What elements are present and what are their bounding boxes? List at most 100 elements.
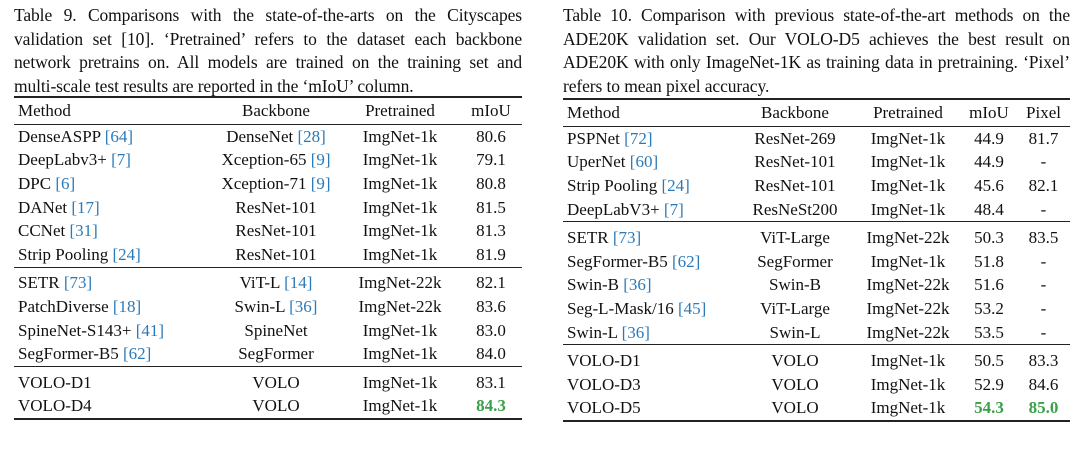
citation-ref: [17] — [71, 197, 100, 217]
cityscapes-results-table: Method Backbone Pretrained mIoU DenseASP… — [14, 96, 522, 421]
citation-ref: [62] — [671, 251, 701, 271]
cityscapes-table-panel: Table 9. Comparisons with the state-of-t… — [14, 4, 522, 421]
table-group: VOLO-D1 VOLO ImgNet-1k 83.1 VOLO-D4 VOLO ImgNe… — [14, 365, 522, 421]
pretrained-cell: ImgNet-1k — [340, 394, 460, 421]
table-10-caption: Table 10. Comparison with previous state… — [563, 5, 1070, 96]
method-cell: DeepLabV3+ [7] — [563, 198, 735, 222]
method-cell-text: CCNet — [18, 221, 66, 241]
miou-cell: 79.1 — [476, 150, 506, 170]
backbone-cell-text: ViT-L — [239, 273, 280, 293]
method-cell: SETR [73] — [563, 221, 735, 250]
method-cell: VOLO-D1 — [563, 344, 735, 373]
citation-ref: [41] — [135, 320, 165, 340]
citation-ref: [60] — [629, 152, 659, 172]
method-cell: DenseASPP [64] — [14, 125, 212, 149]
backbone-cell: Xception-71 [9] — [212, 172, 340, 196]
ade20k-table-panel: Table 10. Comparison with previous state… — [563, 4, 1070, 423]
pretrained-cell: ImgNet-1k — [340, 365, 460, 395]
method-cell: Strip Pooling [24] — [14, 243, 212, 267]
backbone-cell: VOLO — [771, 374, 819, 394]
method-cell-text: UperNet — [567, 152, 626, 172]
citation-ref: [73] — [63, 273, 93, 293]
backbone-cell: VOLO — [735, 344, 855, 373]
citation-ref: [36] — [623, 275, 652, 295]
method-cell: Swin-B [36] — [563, 274, 735, 298]
pretrained-cell: ImgNet-22k — [340, 266, 460, 296]
method-cell-text: VOLO-D1 — [18, 372, 92, 392]
citation-ref: [64] — [104, 126, 134, 146]
table-row: Seg-L-Mask/16 [45] ViT-Large ImgNet-22k 53.… — [563, 297, 1070, 321]
method-cell-text: Swin-L — [567, 322, 618, 342]
table-row: UperNet [60] ResNet-101 ImgNet-1k 44.9 - — [563, 151, 1070, 175]
miou-cell: 83.0 — [476, 320, 506, 340]
pixel-cell: 83.3 — [1017, 344, 1070, 373]
pixel-cell: - — [1040, 251, 1047, 271]
backbone-cell: ViT-Large — [760, 298, 830, 318]
backbone-cell: ResNet-101 — [212, 196, 340, 220]
backbone-cell: Xception-65 [9] — [212, 149, 340, 173]
miou-cell: 48.4 — [974, 199, 1004, 219]
method-cell-text: Strip Pooling — [18, 244, 109, 264]
miou-cell: 45.6 — [974, 175, 1004, 195]
table-row: SETR [73] ViT-Large ImgNet-22k 50.3 83.5 — [563, 221, 1070, 250]
citation-ref: [14] — [284, 273, 313, 293]
miou-cell: 80.6 — [476, 126, 506, 146]
table-row: DeepLabV3+ [7] ResNeSt200 ImgNet-1k 48.4 - — [563, 198, 1070, 222]
miou-cell: 51.6 — [974, 275, 1004, 295]
citation-ref: [24] — [661, 175, 690, 195]
miou-cell: 52.9 — [974, 374, 1004, 394]
citation-ref: [28] — [297, 126, 326, 146]
backbone-cell-text: Swin-L — [234, 296, 285, 316]
miou-cell: 84.0 — [476, 344, 506, 364]
backbone-cell: SegFormer — [757, 251, 833, 271]
table-row: SpineNet-S143+ [41] SpineNet ImgNet-1k 83.0 — [14, 319, 522, 343]
table-row: DeepLabv3+ [7] Xception-65 [9] ImgNet-1k 79… — [14, 149, 522, 173]
citation-ref: [18] — [112, 296, 142, 316]
method-cell-text: Strip Pooling — [567, 175, 658, 195]
header-backbone: Backbone — [761, 103, 829, 122]
pretrained-cell: ImgNet-1k — [870, 251, 946, 271]
method-cell: CCNet [31] — [14, 219, 212, 243]
pretrained-cell: ImgNet-1k — [362, 221, 438, 241]
method-cell-text: DeepLabv3+ — [18, 150, 107, 170]
citation-ref: [73] — [612, 228, 642, 248]
miou-cell: 53.2 — [974, 298, 1004, 318]
method-cell: PSPNet [72] — [563, 127, 735, 151]
pixel-cell: - — [1040, 199, 1047, 219]
pretrained-cell: ImgNet-1k — [362, 197, 438, 217]
backbone-cell: Swin-B — [769, 275, 821, 295]
header-backbone: Backbone — [242, 101, 310, 120]
backbone-cell-text: Xception-65 — [221, 150, 307, 170]
citation-ref: [62] — [122, 344, 152, 364]
citation-ref: [6] — [55, 173, 76, 193]
header-pixel: Pixel — [1026, 103, 1061, 122]
backbone-cell: ResNet-101 — [754, 152, 836, 172]
backbone-cell-text: SegFormer — [238, 344, 314, 364]
backbone-cell: Swin-L — [769, 322, 821, 342]
citation-ref: [9] — [310, 150, 331, 170]
table-row: VOLO-D4 VOLO ImgNet-1k 84.3 — [14, 394, 522, 421]
miou-cell: 44.9 — [974, 128, 1004, 148]
table-row: Swin-L [36] Swin-L ImgNet-22k 53.5- — [563, 321, 1070, 345]
header-method: Method — [567, 103, 620, 122]
method-cell-text: SegFormer-B5 — [18, 344, 119, 364]
table-row: CCNet [31] ResNet-101 ImgNet-1k 81.3 — [14, 219, 522, 243]
pretrained-cell: ImgNet-1k — [362, 344, 438, 364]
miou-cell: 81.9 — [476, 244, 506, 264]
table-row: DPC [6] Xception-71 [9] ImgNet-1k 80.8 — [14, 172, 522, 196]
backbone-cell: VOLO — [212, 365, 340, 395]
citation-ref: [9] — [310, 173, 331, 193]
method-cell-text: SETR — [567, 228, 609, 248]
citation-ref: [24] — [112, 244, 141, 264]
backbone-cell-text: DenseNet — [226, 126, 294, 146]
backbone-cell: DenseNet [28] — [212, 125, 340, 149]
table-row: SegFormer-B5 [62] SegFormer ImgNet-1k 84.0 — [14, 342, 522, 366]
method-cell: VOLO-D3 — [563, 373, 735, 397]
pixel-cell: 83.5 — [1017, 221, 1070, 250]
method-cell-text: Seg-L-Mask/16 — [567, 298, 674, 318]
method-cell: DANet [17] — [14, 196, 212, 220]
table-9-caption: Table 9. Comparisons with the state-of-t… — [14, 5, 522, 96]
table-row: PatchDiverse [18] Swin-L [36] ImgNet-22k 83… — [14, 295, 522, 319]
pixel-cell: - — [1040, 298, 1047, 318]
citation-ref: [36] — [289, 296, 318, 316]
